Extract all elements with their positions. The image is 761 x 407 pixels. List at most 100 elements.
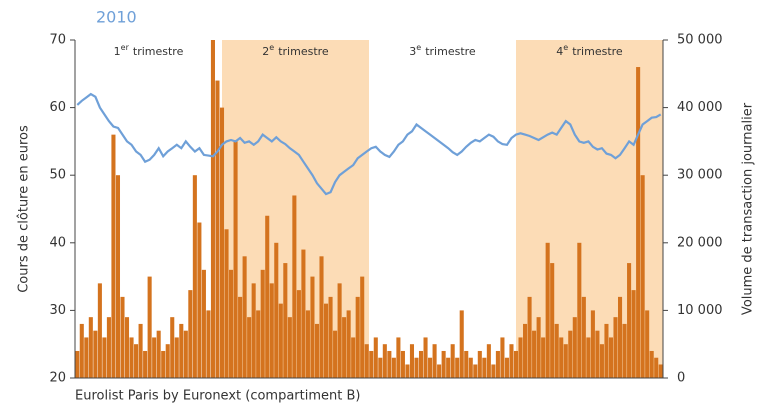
volume-bar (527, 296, 532, 378)
volume-bar (513, 350, 519, 378)
volume-bar (577, 242, 582, 378)
quarter-number: 4 (556, 45, 563, 58)
volume-bar (654, 357, 659, 378)
volume-bar (432, 344, 437, 378)
volume-bar (247, 317, 252, 378)
volume-bar (441, 350, 446, 378)
volume-bar (595, 330, 600, 378)
volume-bar (645, 310, 650, 378)
volume-bar (138, 323, 143, 378)
volume-bar (84, 337, 89, 378)
volume-bar (224, 229, 229, 378)
volume-bar (500, 337, 505, 378)
volume-bar (509, 344, 514, 378)
volume-bar (174, 337, 179, 378)
volume-bar (215, 80, 220, 378)
volume-bar (631, 290, 636, 378)
volume-bar (409, 344, 415, 378)
volume-bar (586, 337, 591, 378)
volume-bar (590, 310, 595, 378)
quarter-text: trimestre (425, 45, 476, 58)
y-tick-label: 40 (49, 235, 66, 250)
volume-bar (495, 350, 500, 378)
y-tick-label: 60 (49, 100, 66, 115)
quarter-number: 2 (262, 45, 269, 58)
volume-bar (170, 317, 175, 378)
volume-bar (310, 276, 315, 378)
volume-bar (396, 337, 401, 378)
y2-tick-label: 0 (677, 371, 685, 386)
volume-bar (473, 364, 478, 378)
volume-bar (532, 330, 537, 378)
volume-bar (581, 296, 586, 378)
volume-bar (97, 283, 102, 378)
volume-bar (88, 317, 93, 378)
volume-bar (423, 337, 428, 378)
volume-bar (428, 357, 433, 378)
volume-bar (106, 317, 111, 378)
volume-bar (446, 357, 451, 378)
volume-bar (165, 344, 170, 378)
quarter-text: trimestre (278, 45, 329, 58)
y-tick-label: 70 (49, 33, 66, 48)
volume-bar (201, 269, 206, 378)
volume-bar (238, 296, 243, 378)
volume-bar (373, 337, 378, 378)
volume-bar (251, 283, 256, 378)
volume-bar (147, 276, 152, 378)
volume-bar (351, 337, 356, 378)
volume-bar (278, 303, 283, 378)
volume-bar (152, 337, 157, 378)
y2-tick-label: 40 000 (677, 100, 723, 115)
volume-bar (405, 364, 410, 378)
volume-bar (79, 323, 84, 378)
volume-bar (111, 134, 116, 378)
volume-bar (328, 296, 333, 378)
volume-bar (369, 350, 374, 378)
volume-bar (559, 337, 564, 378)
volume-bar (604, 323, 609, 378)
volume-bar (636, 67, 641, 378)
volume-bar (355, 296, 360, 378)
quarter-suffix: e (416, 43, 421, 52)
volume-bar (450, 344, 455, 378)
volume-bar (102, 337, 107, 378)
volume-bar (179, 323, 184, 378)
y2-tick-label: 30 000 (677, 168, 723, 183)
volume-bar (120, 296, 125, 378)
price-line (76, 92, 662, 196)
volume-bar (156, 330, 161, 378)
volume-bar (219, 107, 225, 378)
volume-bar (210, 40, 215, 378)
volume-bar (658, 364, 663, 378)
y-tick-label: 20 (49, 371, 66, 386)
volume-bar (115, 175, 121, 378)
y2-tick-label: 10 000 (677, 303, 723, 318)
quarter-suffix: e (563, 43, 568, 52)
volume-bar (333, 330, 338, 378)
quarter-suffix: e (269, 43, 274, 52)
volume-bar (342, 317, 347, 378)
volume-bar (391, 357, 396, 378)
volume-bar (319, 256, 324, 378)
volume-bar (256, 310, 261, 378)
volume-bar (197, 222, 202, 378)
volume-bar (323, 303, 329, 378)
volume-bar (518, 337, 523, 378)
volume-bar (360, 276, 365, 378)
volume-bar (134, 344, 139, 378)
volume-bar (93, 330, 98, 378)
volume-bar (301, 249, 306, 378)
volume-bar (346, 310, 351, 378)
volume-bar (400, 350, 405, 378)
volume-bar (554, 323, 559, 378)
volume-bar (183, 330, 188, 378)
volume-bar (378, 357, 383, 378)
volume-bar (314, 323, 320, 378)
volume-bar (143, 350, 148, 378)
y-axis-label: Cours de clôture en euros (17, 125, 32, 293)
volume-bar (459, 310, 464, 378)
volume-bar (482, 357, 487, 378)
volume-bar (640, 175, 645, 378)
